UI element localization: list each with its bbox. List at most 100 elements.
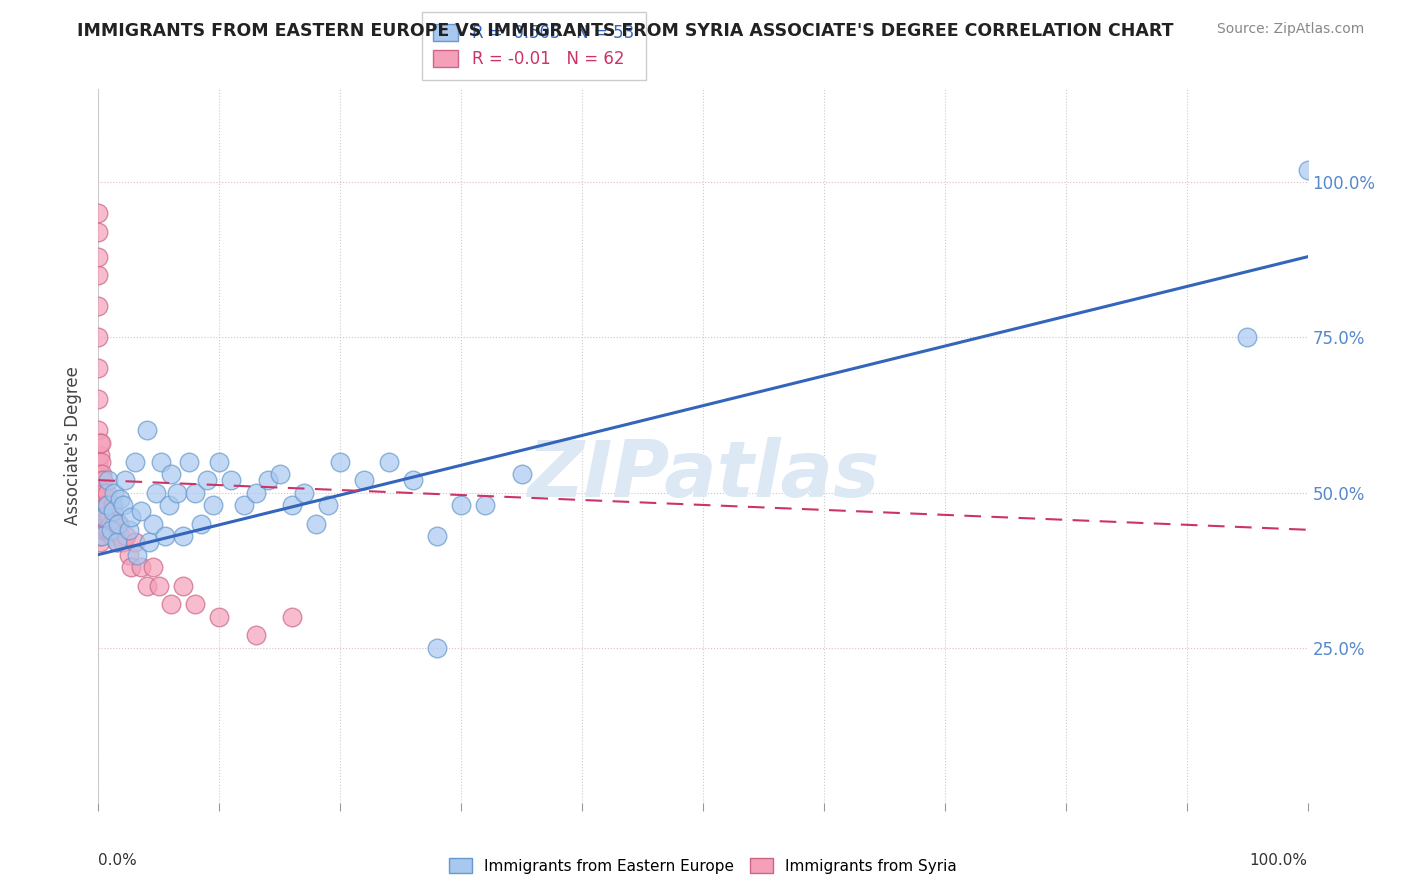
Point [232, 498, 254, 512]
Point [100, 516, 122, 531]
Point [100, 523, 122, 537]
Text: ZIPatlas: ZIPatlas [527, 436, 879, 513]
Point [129, 504, 152, 518]
Point [94, 498, 117, 512]
Point [89, 467, 111, 481]
Point [89, 485, 111, 500]
Point [90, 436, 112, 450]
Point [208, 609, 231, 624]
Point [245, 628, 267, 642]
Point [91, 485, 114, 500]
Point [91, 523, 114, 537]
Point [91, 498, 114, 512]
Point [402, 473, 425, 487]
Point [111, 498, 134, 512]
Point [120, 560, 142, 574]
Point [184, 485, 207, 500]
Point [305, 516, 328, 531]
Point [93, 485, 115, 500]
Point [316, 498, 339, 512]
Legend: R =  0.505   N = 53, R = -0.01   N = 62: R = 0.505 N = 53, R = -0.01 N = 62 [422, 12, 645, 80]
Text: 0.0%: 0.0% [98, 853, 138, 868]
Point [160, 597, 183, 611]
Point [150, 454, 173, 468]
Point [118, 523, 141, 537]
Point [292, 485, 315, 500]
Point [87, 225, 110, 239]
Point [190, 516, 212, 531]
Point [172, 579, 194, 593]
Point [138, 535, 160, 549]
Point [100, 529, 122, 543]
Point [87, 454, 110, 468]
Point [89, 498, 111, 512]
Point [107, 516, 129, 531]
Point [89, 448, 111, 462]
Point [118, 548, 141, 562]
Point [96, 498, 118, 512]
Point [105, 535, 128, 549]
Point [114, 473, 136, 487]
Point [142, 516, 165, 531]
Point [87, 268, 110, 283]
Y-axis label: Associate's Degree: Associate's Degree [65, 367, 83, 525]
Point [120, 510, 142, 524]
Legend: Immigrants from Eastern Europe, Immigrants from Syria: Immigrants from Eastern Europe, Immigran… [443, 852, 963, 880]
Point [157, 498, 180, 512]
Point [208, 454, 231, 468]
Point [89, 516, 111, 531]
Point [97, 473, 120, 487]
Point [124, 454, 146, 468]
Point [108, 491, 131, 506]
Point [172, 529, 194, 543]
Point [160, 467, 183, 481]
Point [91, 467, 114, 481]
Point [89, 504, 111, 518]
Text: 100.0%: 100.0% [1250, 853, 1308, 868]
Point [474, 498, 496, 512]
Point [115, 529, 138, 543]
Point [510, 467, 533, 481]
Point [256, 473, 278, 487]
Point [94, 523, 117, 537]
Point [127, 548, 149, 562]
Point [103, 485, 125, 500]
Point [90, 498, 112, 512]
Point [90, 473, 112, 487]
Point [90, 485, 112, 500]
Point [245, 485, 267, 500]
Point [450, 498, 472, 512]
Point [93, 510, 115, 524]
Point [89, 529, 111, 543]
Point [281, 498, 304, 512]
Point [166, 485, 188, 500]
Point [124, 535, 146, 549]
Point [89, 436, 111, 450]
Point [89, 473, 111, 487]
Point [329, 454, 352, 468]
Point [426, 640, 449, 655]
Point [91, 510, 114, 524]
Point [87, 299, 110, 313]
Point [108, 529, 131, 543]
Point [101, 504, 124, 518]
Point [221, 473, 243, 487]
Point [129, 560, 152, 574]
Point [89, 535, 111, 549]
Point [377, 454, 399, 468]
Text: IMMIGRANTS FROM EASTERN EUROPE VS IMMIGRANTS FROM SYRIA ASSOCIATE'S DEGREE CORRE: IMMIGRANTS FROM EASTERN EUROPE VS IMMIGR… [77, 22, 1174, 40]
Point [269, 467, 291, 481]
Point [96, 485, 118, 500]
Point [148, 579, 170, 593]
Point [93, 510, 115, 524]
Point [87, 424, 110, 438]
Point [153, 529, 176, 543]
Point [87, 206, 110, 220]
Point [281, 609, 304, 624]
Point [135, 579, 157, 593]
Point [1236, 330, 1258, 344]
Point [97, 498, 120, 512]
Point [195, 473, 218, 487]
Point [353, 473, 375, 487]
Point [184, 597, 207, 611]
